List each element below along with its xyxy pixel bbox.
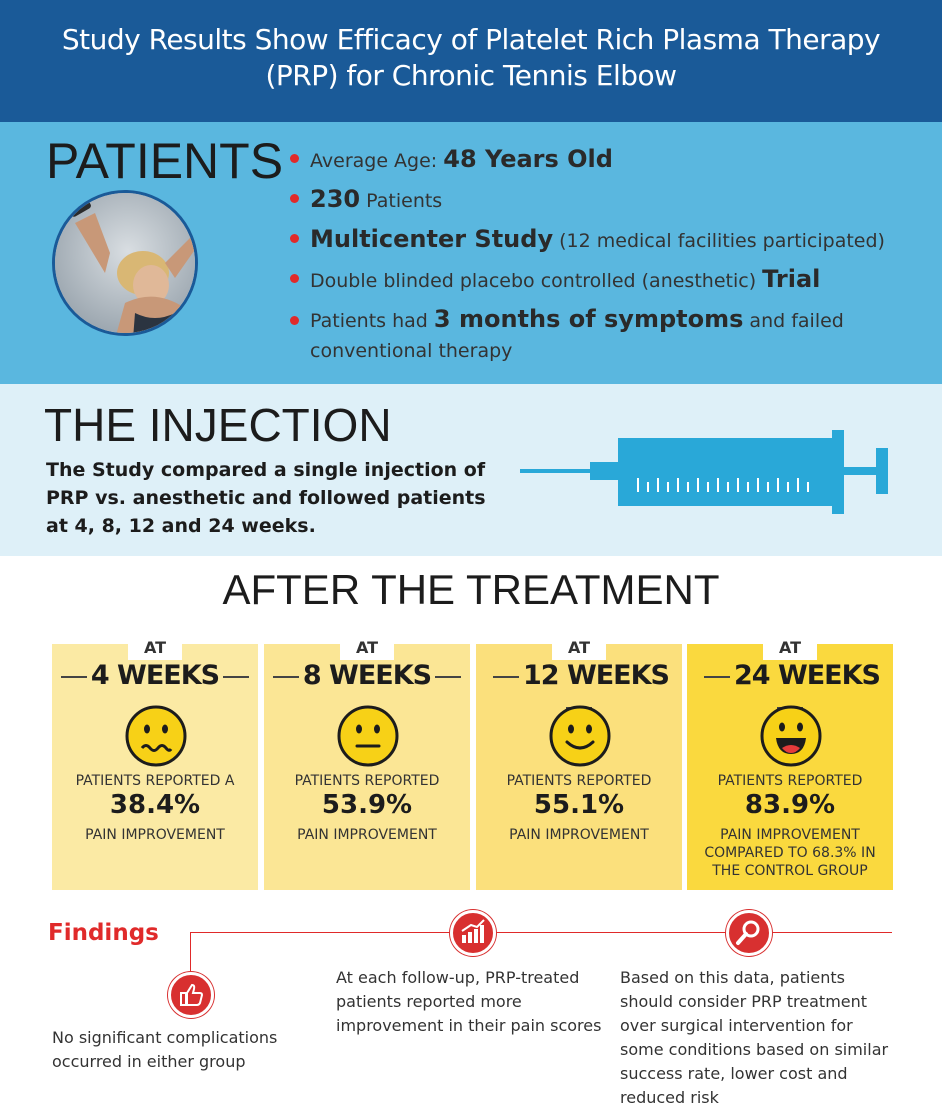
result-intro: PATIENTS REPORTED A <box>75 773 235 789</box>
result-percent: 83.9% <box>744 790 836 820</box>
weeks-label: 12 WEEKS <box>476 660 682 722</box>
result-intro: PATIENTS REPORTED <box>294 773 440 789</box>
at-label: AT <box>264 636 470 660</box>
tennis-player-icon <box>55 193 195 333</box>
injection-section: THE INJECTION The Study compared a singl… <box>0 384 942 556</box>
grin-face-icon <box>760 705 822 767</box>
smile-face-icon <box>549 705 611 767</box>
finding-text-3: Based on this data, patients should cons… <box>620 968 889 1107</box>
list-item: Multicenter Study (12 medical facilities… <box>290 220 910 260</box>
result-card-4: AT 24 WEEKS PATIENTS REPORTED 83.9% PAIN IMP… <box>687 636 893 890</box>
list-item: Patients had 3 months of symptoms and fa… <box>290 300 910 366</box>
bullet-icon <box>290 234 299 243</box>
syringe-icon <box>520 430 888 514</box>
after-treatment-heading: AFTER THE TREATMENT <box>222 566 720 613</box>
injection-description: The Study compared a single injection of… <box>46 459 486 537</box>
result-percent: 38.4% <box>109 790 201 820</box>
thumbs-up-icon <box>168 972 214 1018</box>
weeks-label: 8 WEEKS <box>264 660 470 691</box>
patients-facts-list: Average Age: 48 Years Old 230 Patients M… <box>290 140 910 366</box>
result-detail: PAIN IMPROVEMENT <box>85 827 225 843</box>
page-title-line2: (PRP) for Chronic Tennis Elbow <box>265 59 677 92</box>
bullet-icon <box>290 154 299 163</box>
findings-connector <box>190 932 191 972</box>
result-card-3: AT 12 WEEKS PATIENTS REPORTED 55.1% PAIN IMP… <box>476 636 682 890</box>
weeks-label: 4 WEEKS <box>52 660 258 691</box>
result-detail: PAIN IMPROVEMENT <box>297 827 437 843</box>
finding-text-1: No significant complications occurred in… <box>52 1028 278 1071</box>
result-detail: PAIN IMPROVEMENT COMPARED TO 68.3% IN TH… <box>704 827 876 879</box>
magnifier-icon <box>726 910 772 956</box>
result-detail: PAIN IMPROVEMENT <box>509 827 649 843</box>
result-card-1: AT 4 WEEKS PATIENTS REPORTED A 38.4% PAIN IM… <box>52 636 258 890</box>
result-card-2: AT 8 WEEKS PATIENTS REPORTED 53.9% PAIN IMPR… <box>264 636 470 890</box>
result-intro: PATIENTS REPORTED <box>717 773 863 789</box>
at-label: AT <box>52 636 258 660</box>
result-percent: 53.9% <box>321 790 413 820</box>
header-banner: Study Results Show Efficacy of Platelet … <box>0 0 942 122</box>
list-item: 230 Patients <box>290 180 910 220</box>
patients-section: PATIENTS Average Age: 48 Years Old 230 P… <box>0 122 942 384</box>
at-label: AT <box>687 636 893 660</box>
patients-heading: PATIENTS <box>46 133 284 189</box>
tennis-player-photo <box>52 190 198 336</box>
finding-text-2: At each follow-up, PRP-treated patients … <box>336 968 602 1035</box>
list-item: Average Age: 48 Years Old <box>290 140 910 180</box>
bullet-icon <box>290 274 299 283</box>
bullet-icon <box>290 316 299 325</box>
result-percent: 55.1% <box>533 790 625 820</box>
findings-heading: Findings <box>48 920 159 946</box>
wavy-face-icon <box>125 705 187 767</box>
injection-heading: THE INJECTION <box>44 399 392 451</box>
flat-face-icon <box>337 705 399 767</box>
bullet-icon <box>290 194 299 203</box>
result-intro: PATIENTS REPORTED <box>506 773 652 789</box>
page-title-line1: Study Results Show Efficacy of Platelet … <box>61 23 881 56</box>
findings-divider <box>190 932 892 933</box>
bar-chart-icon <box>450 910 496 956</box>
list-item: Double blinded placebo controlled (anest… <box>290 260 910 300</box>
weeks-label: 24 WEEKS <box>687 660 893 722</box>
at-label: AT <box>476 636 682 660</box>
